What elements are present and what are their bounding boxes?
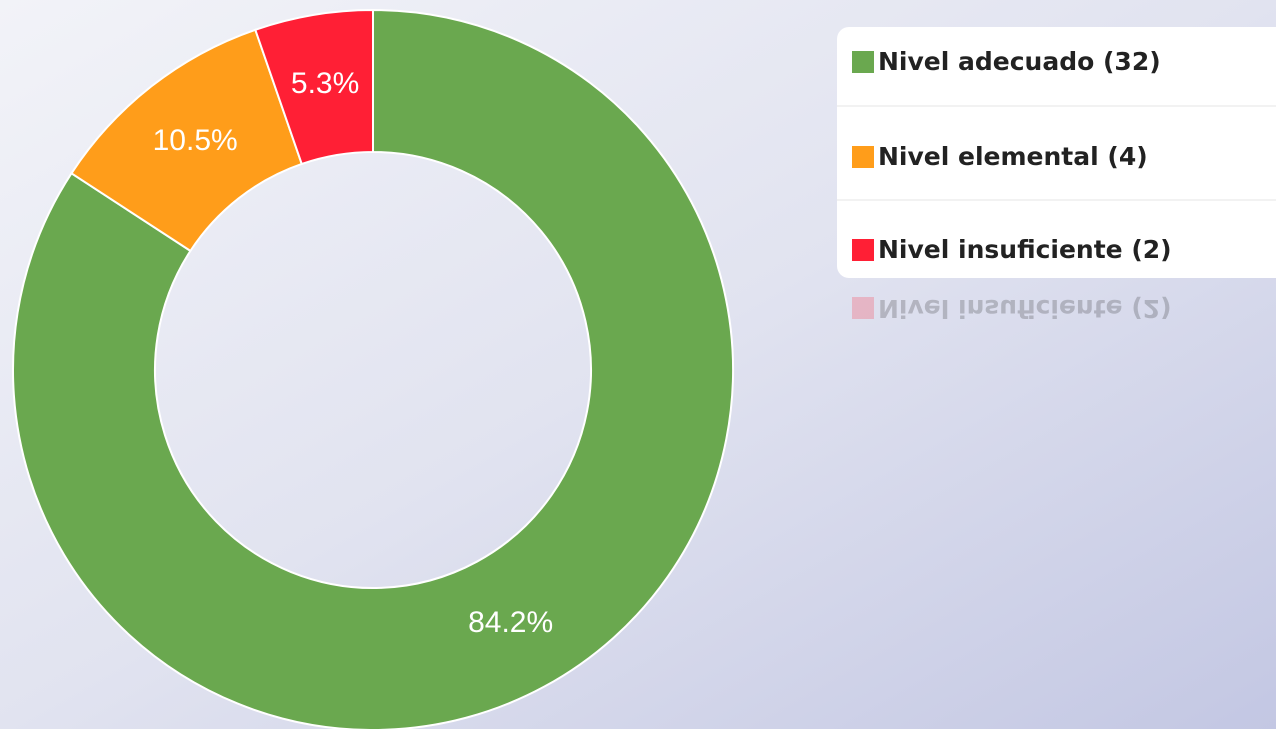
legend-reflection: Nivel insuficiente (2) xyxy=(852,294,1172,323)
donut-slice xyxy=(254,8,374,166)
legend-label-reflection: Nivel insuficiente (2) xyxy=(878,294,1172,323)
legend-swatch xyxy=(852,146,874,168)
legend-box xyxy=(837,27,1276,278)
legend-label: Nivel elemental (4) xyxy=(878,142,1148,171)
slice-label: 10.5% xyxy=(153,124,238,157)
legend-swatch-reflection xyxy=(852,297,874,319)
slice-label: 5.3% xyxy=(291,67,359,100)
slice-label: 84.2% xyxy=(468,606,553,639)
legend-swatch xyxy=(852,51,874,73)
legend-label: Nivel insuficiente (2) xyxy=(878,235,1172,264)
legend-swatch xyxy=(852,239,874,261)
donut-slice xyxy=(12,8,734,729)
legend-label: Nivel adecuado (32) xyxy=(878,47,1161,76)
